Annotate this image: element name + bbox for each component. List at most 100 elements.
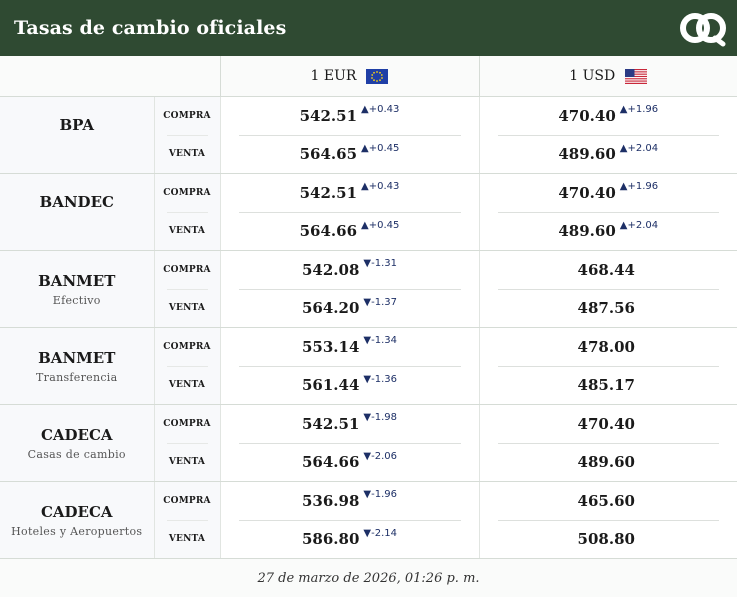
bank-name: CADECA [0,503,154,521]
rate-change: ▼-1.96 [363,489,397,500]
eur-buy-rate: 542.51 ▼-1.98 [239,405,461,444]
rate-type-cell: COMPRA VENTA [154,482,220,559]
rate-value: 564.66 [300,222,357,240]
usd-label: 1 USD [569,68,615,84]
usd-sell-rate: 489.60 ▲+2.04 [480,213,737,251]
usd-rate-cell: 470.40 ▲+1.96 489.60 ▲+2.04 [479,97,737,174]
rate-type-cell: COMPRA VENTA [154,328,220,405]
us-flag-icon [625,69,647,84]
buy-label: COMPRA [167,174,208,213]
rate-value: 487.56 [578,299,635,317]
eur-sell-rate: 564.20 ▼-1.37 [221,290,479,328]
usd-rate-cell: 470.40 ▲+1.96 489.60 ▲+2.04 [479,174,737,251]
rate-type-cell: COMPRA VENTA [154,97,220,174]
rate-change: ▼-2.06 [363,451,397,462]
rate-type-cell: COMPRA VENTA [154,405,220,482]
column-header-eur: 1 EUR [220,56,479,97]
buy-label: COMPRA [167,405,208,444]
rate-change: ▲+1.96 [620,181,658,192]
rate-change: ▲+0.43 [361,104,399,115]
bank-cell: CADECA Casas de cambio [0,405,154,482]
eu-flag-icon [366,69,388,84]
column-header-usd: 1 USD [479,56,737,97]
usd-sell-rate: 487.56 [480,290,737,328]
eur-sell-rate: 564.65 ▲+0.45 [221,136,479,174]
eur-sell-rate: 586.80 ▼-2.14 [221,521,479,559]
eur-buy-rate: 536.98 ▼-1.96 [239,482,461,521]
rate-change: ▼-1.37 [363,297,397,308]
buy-label: COMPRA [167,482,208,521]
bank-name: BANDEC [0,193,154,211]
bank-subtitle: ᅟ [0,215,154,231]
usd-rate-cell: 465.60 508.80 [479,482,737,559]
usd-buy-rate: 465.60 [498,482,720,521]
usd-sell-rate: 489.60 ▲+2.04 [480,136,737,174]
rate-change: ▲+2.04 [620,220,658,231]
eur-sell-rate: 564.66 ▲+0.45 [221,213,479,251]
eur-sell-rate: 564.66 ▼-2.06 [221,444,479,482]
rate-value: 553.14 [302,338,359,356]
rate-value: 489.60 [558,145,615,163]
rate-change: ▼-2.14 [363,528,397,539]
table-row: BPA ᅟ COMPRA VENTA 542.51 ▲+0.43 564.65 … [0,97,737,174]
rate-value: 564.66 [302,453,359,471]
usd-sell-rate: 508.80 [480,521,737,559]
page-header: Tasas de cambio oficiales [0,0,737,56]
eur-rate-cell: 542.51 ▲+0.43 564.66 ▲+0.45 [220,174,479,251]
usd-rate-cell: 470.40 489.60 [479,405,737,482]
bank-subtitle: Casas de cambio [0,448,154,461]
table-row: BANMET Transferencia COMPRA VENTA 553.14… [0,328,737,405]
rate-value: 489.60 [558,222,615,240]
rate-value: 489.60 [578,453,635,471]
rate-value: 542.51 [302,415,359,433]
bank-cell: BPA ᅟ [0,97,154,174]
buy-label: COMPRA [167,251,208,290]
usd-buy-rate: 468.44 [498,251,720,290]
sell-label: VENTA [155,521,220,559]
sell-label: VENTA [155,213,220,251]
rate-change: ▲+0.43 [361,181,399,192]
rate-change: ▲+0.45 [361,220,399,231]
rate-value: 485.17 [578,376,635,394]
bank-cell: BANDEC ᅟ [0,174,154,251]
usd-rate-cell: 468.44 487.56 [479,251,737,328]
rate-change: ▼-1.36 [363,374,397,385]
rate-change: ▼-1.31 [363,258,397,269]
bank-name: BPA [0,116,154,134]
usd-sell-rate: 485.17 [480,367,737,405]
rate-value: 508.80 [578,530,635,548]
eur-rate-cell: 542.08 ▼-1.31 564.20 ▼-1.37 [220,251,479,328]
rate-change: ▲+2.04 [620,143,658,154]
rate-value: 564.20 [302,299,359,317]
rate-value: 561.44 [302,376,359,394]
bank-subtitle: ᅟ [0,138,154,154]
bank-cell: BANMET Efectivo [0,251,154,328]
rate-value: 536.98 [302,492,359,510]
rate-value: 470.40 [578,415,635,433]
rate-type-cell: COMPRA VENTA [154,251,220,328]
sell-label: VENTA [155,367,220,405]
sell-label: VENTA [155,136,220,174]
rate-value: 470.40 [558,184,615,202]
table-row: BANMET Efectivo COMPRA VENTA 542.08 ▼-1.… [0,251,737,328]
page-title: Tasas de cambio oficiales [14,17,286,39]
usd-rate-cell: 478.00 485.17 [479,328,737,405]
usd-buy-rate: 470.40 [498,405,720,444]
eur-sell-rate: 561.44 ▼-1.36 [221,367,479,405]
eur-rate-cell: 542.51 ▼-1.98 564.66 ▼-2.06 [220,405,479,482]
rate-value: 468.44 [578,261,635,279]
exchange-rate-table: 1 EUR 1 USD [0,56,737,559]
eur-buy-rate: 542.51 ▲+0.43 [239,174,461,213]
eur-buy-rate: 542.51 ▲+0.43 [239,97,461,136]
rate-value: 542.08 [302,261,359,279]
rate-change: ▲+0.45 [361,143,399,154]
rate-change: ▼-1.34 [363,335,397,346]
rate-value: 470.40 [558,107,615,125]
buy-label: COMPRA [167,328,208,367]
eur-rate-cell: 536.98 ▼-1.96 586.80 ▼-2.14 [220,482,479,559]
bank-subtitle: Hoteles y Aeropuertos [0,525,154,538]
eur-rate-cell: 553.14 ▼-1.34 561.44 ▼-1.36 [220,328,479,405]
rate-value: 586.80 [302,530,359,548]
brand-logo-icon [679,8,727,48]
rate-change: ▼-1.98 [363,412,397,423]
